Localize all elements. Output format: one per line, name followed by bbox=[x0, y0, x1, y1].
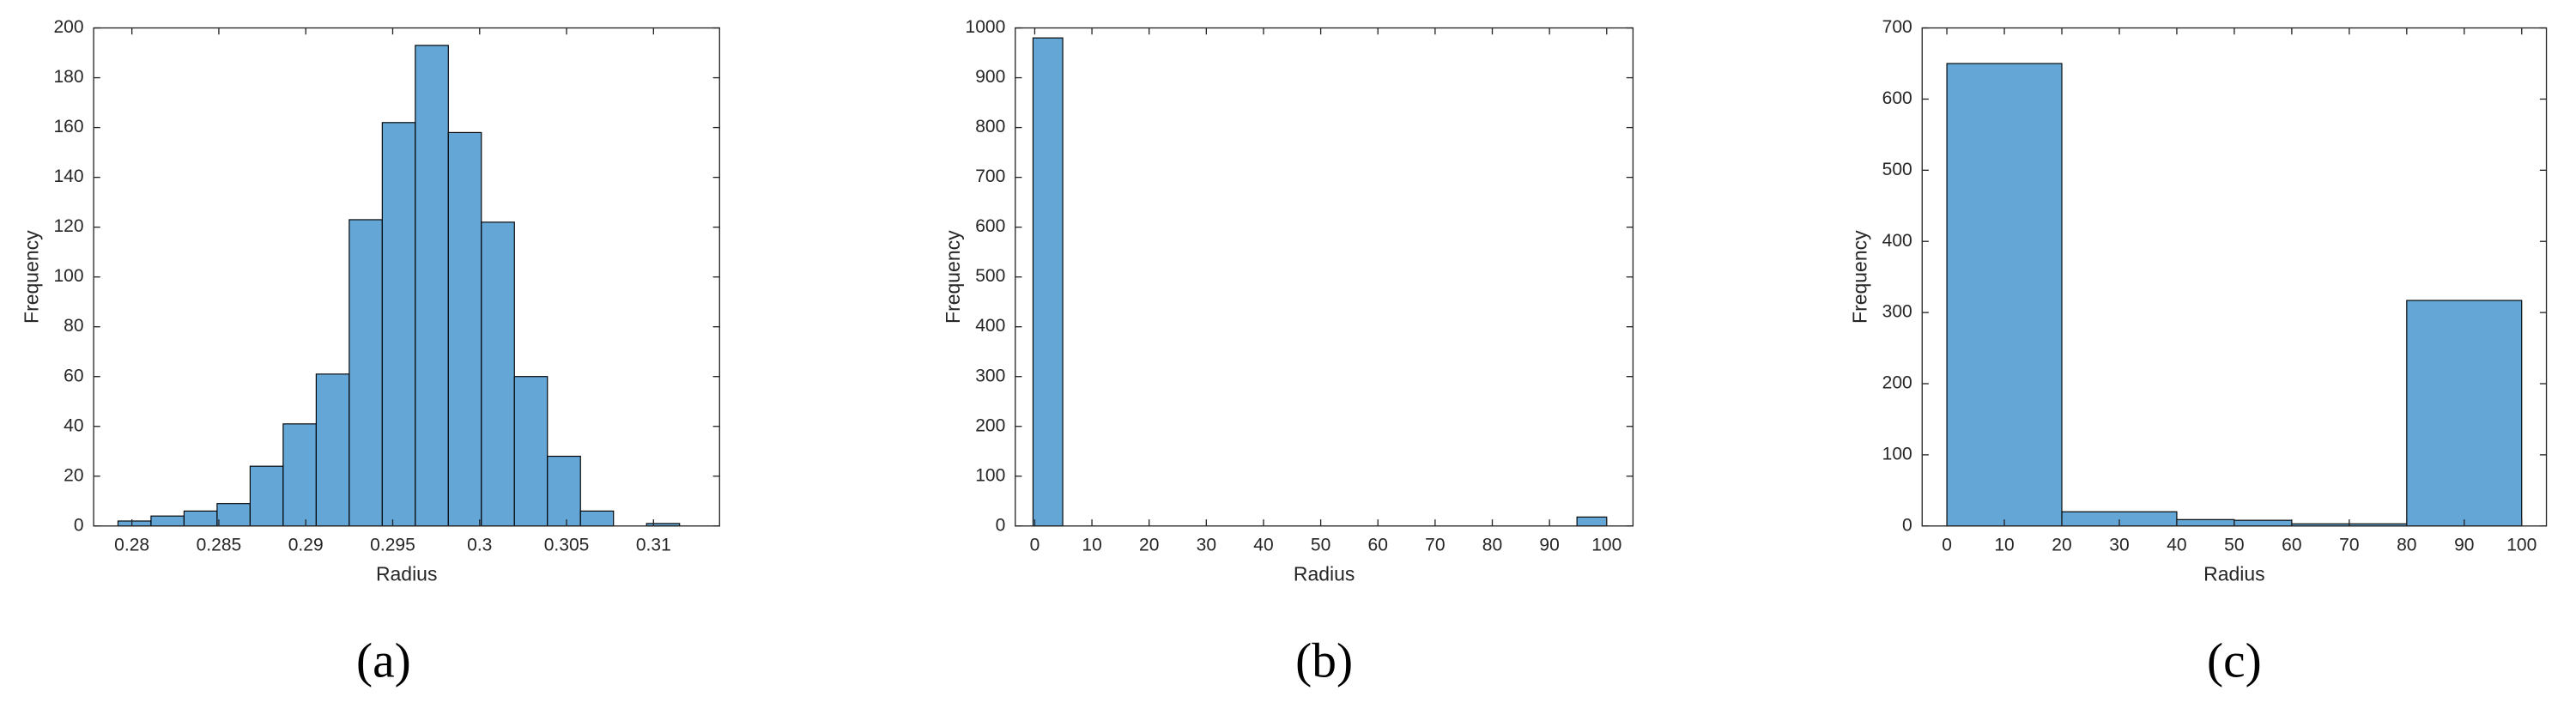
y-tick-label: 160 bbox=[53, 117, 83, 136]
caption: (a) bbox=[356, 634, 411, 688]
x-tick-label: 30 bbox=[1197, 535, 1216, 554]
x-tick-label: 0.305 bbox=[544, 535, 590, 554]
x-tick-label: 90 bbox=[1539, 535, 1559, 554]
x-tick-label: 20 bbox=[2052, 535, 2071, 554]
y-tick-label: 120 bbox=[53, 216, 83, 236]
x-tick-label: 0 bbox=[1030, 535, 1040, 554]
y-tick-label: 0 bbox=[1902, 515, 1912, 535]
y-tick-label: 600 bbox=[1882, 88, 1912, 108]
y-tick-label: 140 bbox=[53, 167, 83, 186]
y-tick-label: 400 bbox=[1882, 231, 1912, 251]
y-tick-label: 700 bbox=[975, 167, 1005, 186]
x-tick-label: 100 bbox=[2506, 535, 2537, 554]
x-tick-label: 10 bbox=[1082, 535, 1101, 554]
bar bbox=[415, 45, 449, 527]
x-tick-label: 40 bbox=[2167, 535, 2186, 554]
axes-box bbox=[1015, 27, 1634, 527]
y-tick-label: 400 bbox=[975, 316, 1005, 336]
bar bbox=[447, 131, 482, 527]
y-tick-label: 80 bbox=[64, 316, 83, 336]
bar bbox=[1946, 63, 2063, 527]
bar bbox=[183, 510, 218, 527]
y-tick-label: 300 bbox=[1882, 302, 1912, 322]
caption: (c) bbox=[2207, 634, 2262, 688]
x-axis-label: Radius bbox=[2203, 562, 2264, 585]
y-tick-label: 0 bbox=[996, 515, 1006, 535]
y-tick-label: 60 bbox=[64, 366, 83, 385]
bar bbox=[513, 376, 549, 527]
y-axis-label: Frequency bbox=[20, 230, 42, 324]
y-tick-label: 100 bbox=[1882, 444, 1912, 464]
x-tick-label: 50 bbox=[2224, 535, 2244, 554]
y-tick-label: 20 bbox=[64, 465, 83, 485]
x-tick-label: 0.31 bbox=[636, 535, 671, 554]
y-tick-label: 500 bbox=[975, 266, 1005, 286]
y-tick-label: 800 bbox=[975, 117, 1005, 136]
x-tick-label: 50 bbox=[1311, 535, 1330, 554]
x-tick-label: 0.29 bbox=[288, 535, 324, 554]
bar bbox=[150, 515, 185, 527]
bar bbox=[1032, 37, 1064, 527]
y-tick-label: 600 bbox=[975, 216, 1005, 236]
bar bbox=[249, 465, 284, 527]
y-tick-label: 900 bbox=[975, 67, 1005, 87]
x-axis-label: Radius bbox=[1294, 562, 1355, 585]
y-tick-label: 180 bbox=[53, 67, 83, 87]
x-tick-label: 80 bbox=[2397, 535, 2416, 554]
y-tick-label: 100 bbox=[53, 266, 83, 286]
x-tick-label: 0 bbox=[1942, 535, 1952, 554]
x-tick-label: 0.285 bbox=[197, 535, 242, 554]
bar bbox=[579, 510, 615, 527]
x-axis-label: Radius bbox=[376, 562, 437, 585]
x-tick-label: 0.28 bbox=[114, 535, 149, 554]
bar bbox=[2406, 300, 2523, 527]
y-tick-label: 200 bbox=[53, 17, 83, 37]
x-tick-label: 10 bbox=[1994, 535, 2014, 554]
y-tick-label: 100 bbox=[975, 465, 1005, 485]
bar bbox=[117, 520, 152, 527]
y-tick-label: 1000 bbox=[965, 17, 1005, 37]
bar bbox=[216, 503, 251, 527]
y-tick-label: 300 bbox=[975, 366, 1005, 385]
x-tick-label: 100 bbox=[1591, 535, 1621, 554]
bar bbox=[349, 219, 383, 527]
x-tick-label: 90 bbox=[2454, 535, 2474, 554]
x-tick-label: 70 bbox=[1425, 535, 1445, 554]
y-axis-label: Frequency bbox=[942, 230, 964, 324]
x-tick-label: 60 bbox=[1368, 535, 1388, 554]
y-tick-label: 40 bbox=[64, 415, 83, 435]
x-tick-label: 20 bbox=[1139, 535, 1159, 554]
bar bbox=[2176, 518, 2235, 527]
x-tick-label: 40 bbox=[1253, 535, 1273, 554]
bar bbox=[381, 122, 416, 527]
bar bbox=[2234, 519, 2293, 527]
x-tick-label: 0.3 bbox=[467, 535, 492, 554]
x-tick-label: 30 bbox=[2109, 535, 2129, 554]
bar bbox=[315, 373, 350, 527]
bar bbox=[282, 423, 317, 527]
y-axis-label: Frequency bbox=[1849, 230, 1871, 324]
y-tick-label: 200 bbox=[975, 415, 1005, 435]
x-tick-label: 70 bbox=[2339, 535, 2359, 554]
y-tick-label: 700 bbox=[1882, 17, 1912, 37]
x-tick-label: 60 bbox=[2282, 535, 2301, 554]
x-tick-label: 80 bbox=[1482, 535, 1502, 554]
x-tick-label: 0.295 bbox=[370, 535, 415, 554]
bar bbox=[547, 455, 581, 527]
bar bbox=[1576, 516, 1608, 527]
y-tick-label: 0 bbox=[74, 515, 84, 535]
caption: (b) bbox=[1295, 634, 1353, 688]
y-tick-label: 500 bbox=[1882, 160, 1912, 179]
bar bbox=[481, 221, 515, 527]
y-tick-label: 200 bbox=[1882, 373, 1912, 393]
